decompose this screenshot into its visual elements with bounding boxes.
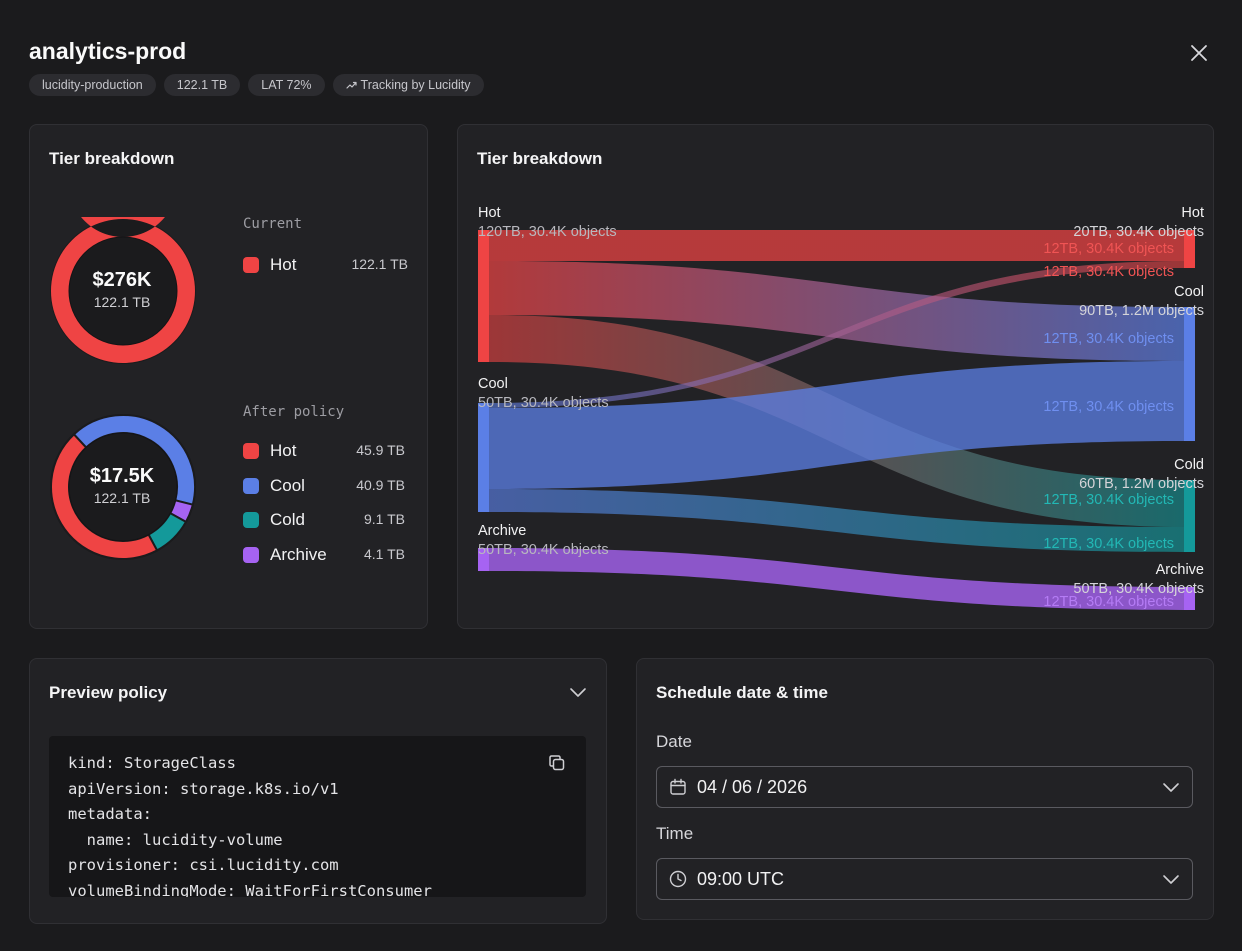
latency-chip: LAT 72%: [248, 74, 325, 96]
time-select[interactable]: 09:00 UTC: [656, 858, 1193, 900]
sankey-chart: Hot 120TB, 30.4K objects Cool 50TB, 30.4K o…: [478, 205, 1204, 610]
flow-label: 12TB, 30.4K objects: [1043, 264, 1174, 280]
target-label-name: Archive: [1156, 562, 1204, 578]
flow-hot-to-hot: [489, 230, 1184, 261]
target-node-archive: [1184, 587, 1195, 610]
after-policy-label: After policy: [243, 404, 345, 420]
source-node-cool: [478, 403, 489, 512]
copy-icon: [549, 755, 565, 771]
chevron-down-icon: [1163, 783, 1179, 792]
cool-swatch: [243, 477, 259, 494]
legend-value: 122.1 TB: [351, 256, 408, 272]
date-value: 04 / 06 / 2026: [697, 776, 808, 797]
chevron-down-icon: [570, 688, 586, 697]
tier-flow-title: Tier breakdown: [477, 149, 603, 168]
legend-value: 9.1 TB: [364, 511, 405, 527]
cluster-chip: lucidity-production: [29, 74, 156, 96]
after-legend-cool: Cool: [243, 476, 305, 496]
cold-swatch: [243, 512, 259, 528]
policy-code-block: kind: StorageClass apiVersion: storage.k…: [49, 736, 586, 897]
size-chip: 122.1 TB: [163, 74, 241, 96]
legend-value: 40.9 TB: [356, 476, 405, 493]
after-donut: [50, 414, 196, 560]
legend-name: Hot: [270, 255, 297, 274]
current-size: 122.1 TB: [93, 294, 151, 310]
preview-policy-title: Preview policy: [49, 683, 168, 702]
date-select[interactable]: 04 / 06 / 2026: [656, 766, 1193, 808]
target-label-detail: 20TB, 30.4K objects: [1073, 224, 1204, 240]
legend-name: Hot: [270, 441, 297, 460]
after-donut-center: $17.5K 122.1 TB: [49, 465, 195, 506]
calendar-icon: [670, 778, 686, 795]
legend-value: 45.9 TB: [356, 442, 405, 458]
trend-up-icon: [345, 81, 357, 89]
close-icon: [1191, 45, 1207, 61]
tier-breakdown-card: Tier breakdown $276K 122.1 TB Current Ho…: [29, 124, 428, 629]
target-node-cold: [1184, 480, 1195, 552]
header-chips: lucidity-production 122.1 TB LAT 72% Tra…: [29, 74, 484, 96]
flow-cool-to-cool: [489, 361, 1184, 489]
flow-label: 12TB, 30.4K objects: [1043, 331, 1174, 347]
time-value: 09:00 UTC: [697, 868, 785, 889]
time-label: Time: [656, 824, 694, 843]
source-label-name: Archive: [478, 523, 526, 539]
current-legend-hot: Hot: [243, 255, 296, 275]
schedule-card: Schedule date & time Date 04 / 06 / 2026…: [636, 658, 1214, 920]
chevron-down-icon: [1163, 875, 1179, 884]
target-label-name: Cold: [1174, 457, 1204, 473]
archive-swatch: [243, 546, 259, 563]
target-label-name: Cool: [1174, 284, 1204, 300]
target-label-detail: 60TB, 1.2M objects: [1079, 476, 1204, 492]
flow-label: 12TB, 30.4K objects: [1043, 241, 1174, 257]
policy-code: kind: StorageClass apiVersion: storage.k…: [68, 754, 432, 897]
source-label-detail: 50TB, 30.4K objects: [478, 542, 609, 558]
source-label-name: Hot: [478, 205, 501, 221]
after-legend-archive: Archive: [243, 545, 327, 565]
tracking-chip-label: Tracking by Lucidity: [360, 78, 471, 92]
current-donut-center: $276K 122.1 TB: [49, 269, 195, 310]
flow-label: 12TB, 30.4K objects: [1043, 536, 1174, 552]
target-label-detail: 50TB, 30.4K objects: [1073, 581, 1204, 597]
source-node-hot: [478, 230, 489, 362]
after-cost: $17.5K: [89, 465, 155, 487]
tracking-chip: Tracking by Lucidity: [332, 74, 484, 96]
source-label-name: Cool: [478, 376, 508, 392]
after-size: 122.1 TB: [93, 490, 151, 506]
current-donut: [50, 217, 196, 364]
flow-label: 12TB, 30.4K objects: [1043, 594, 1174, 610]
flow-cool-to-hot: [489, 261, 1184, 408]
target-label-detail: 90TB, 1.2M objects: [1079, 303, 1204, 319]
schedule-title: Schedule date & time: [656, 683, 828, 702]
source-label-detail: 120TB, 30.4K objects: [478, 224, 617, 240]
date-label: Date: [656, 732, 692, 751]
flow-cool-to-cold: [489, 489, 1184, 552]
target-node-cool: [1184, 307, 1195, 441]
collapse-toggle[interactable]: [569, 685, 587, 703]
target-label-name: Hot: [1181, 205, 1204, 221]
target-node-hot: [1184, 230, 1195, 268]
clock-icon: [669, 870, 687, 888]
tier-flow-card: Tier breakdown Hot 120TB, 30.4K objects Co…: [457, 124, 1214, 629]
legend-value: 4.1 TB: [364, 545, 405, 562]
flow-hot-to-cool: [489, 261, 1184, 361]
close-button[interactable]: [1184, 38, 1214, 68]
page-title: analytics-prod: [29, 38, 187, 64]
hot-swatch: [243, 443, 259, 459]
legend-name: Cool: [270, 475, 305, 495]
copy-button[interactable]: [548, 754, 566, 777]
source-label-detail: 50TB, 30.4K objects: [478, 395, 609, 411]
tier-breakdown-title: Tier breakdown: [49, 149, 175, 168]
after-legend-hot: Hot: [243, 441, 296, 461]
legend-name: Cold: [270, 510, 305, 529]
hot-swatch: [243, 257, 259, 273]
after-legend-cold: Cold: [243, 510, 305, 530]
flow-archive-to-archive: [489, 548, 1184, 610]
current-label: Current: [243, 216, 303, 232]
legend-name: Archive: [270, 544, 327, 564]
flow-label: 12TB, 30.4K objects: [1043, 492, 1174, 508]
current-cost: $276K: [92, 269, 152, 291]
source-node-archive: [478, 548, 489, 571]
preview-policy-card: Preview policy kind: StorageClass apiVer…: [29, 658, 607, 924]
flow-label: 12TB, 30.4K objects: [1043, 399, 1174, 415]
